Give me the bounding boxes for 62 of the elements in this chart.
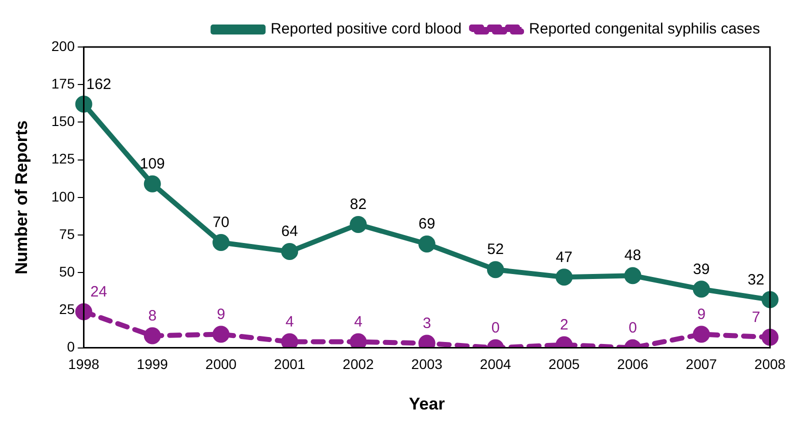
data-label: 52 (487, 241, 504, 258)
legend-label: Reported congenital syphilis cases (529, 20, 760, 38)
y-tick-label: 175 (51, 75, 75, 92)
y-tick-label: 0 (66, 338, 75, 355)
x-tick-label: 2002 (342, 356, 374, 372)
data-label: 4 (285, 313, 294, 330)
y-tick-label: 75 (59, 226, 75, 242)
x-tick-label: 2001 (274, 356, 306, 372)
x-tick-label: 2008 (754, 356, 786, 372)
data-label: 24 (90, 283, 108, 300)
data-label: 9 (216, 306, 226, 323)
data-label: 32 (748, 271, 764, 288)
x-tick-label: 2007 (686, 356, 718, 372)
y-tick-label: 125 (51, 150, 75, 167)
point (762, 328, 778, 346)
point (692, 280, 710, 298)
y-tick-label: 25 (59, 301, 75, 318)
x-tick-label: 2004 (480, 356, 512, 372)
data-label: 8 (148, 307, 157, 324)
data-label: 0 (628, 319, 637, 336)
data-label: 2 (560, 316, 568, 334)
point (762, 291, 778, 308)
point (75, 303, 92, 320)
x-tick-label: 2000 (205, 356, 237, 372)
y-tick-label: 200 (51, 38, 75, 54)
y-tick-label: 50 (59, 263, 75, 280)
data-label: 4 (354, 313, 362, 330)
data-label: 7 (752, 308, 760, 326)
point (144, 175, 161, 192)
x-tick-label: 2005 (548, 356, 580, 372)
point (212, 234, 230, 252)
point (281, 243, 298, 260)
point (692, 326, 710, 343)
point (144, 327, 161, 344)
data-label: 70 (212, 214, 230, 232)
y-tick-label: 100 (51, 188, 75, 204)
x-tick-label: 2003 (411, 356, 443, 372)
x-tick-label: 2006 (617, 356, 649, 372)
legend-label: Reported positive cord blood (270, 20, 462, 38)
point (624, 267, 642, 284)
point (350, 216, 367, 233)
x-axis-title: Year (408, 394, 446, 414)
x-tick-label: 1999 (136, 356, 168, 372)
point (75, 96, 92, 113)
point (418, 236, 436, 253)
data-label: 69 (418, 216, 436, 233)
data-label: 47 (556, 248, 572, 266)
data-label: 82 (350, 196, 367, 214)
x-tick-label: 1998 (68, 356, 100, 372)
data-label: 3 (422, 314, 432, 332)
data-label: 9 (697, 306, 706, 323)
data-label: 109 (140, 156, 165, 173)
y-tick-label: 150 (51, 113, 75, 130)
point (487, 261, 504, 278)
data-label: 39 (693, 260, 710, 278)
data-label: 162 (86, 76, 112, 93)
y-axis-title: Number of Reports (12, 120, 31, 274)
point (212, 326, 230, 343)
point (556, 268, 573, 286)
data-label: 64 (281, 223, 298, 240)
data-label: 48 (624, 247, 642, 264)
data-label: 0 (491, 319, 500, 336)
